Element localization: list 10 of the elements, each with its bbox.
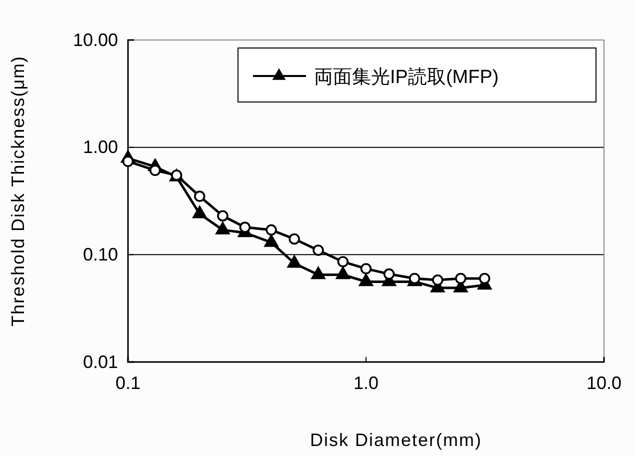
y-tick-label: 1.00 [82,137,118,158]
y-tick-label: 0.01 [82,352,118,372]
x-tick-label: 0.1 [115,372,141,393]
y-tick-label: 0.10 [82,244,118,264]
legend-label: 両面集光IP読取(MFP) [314,67,499,88]
x-tick-label: 10.0 [586,372,622,393]
x-tick-label: 1.0 [353,372,379,393]
y-tick-label: 10.00 [72,30,118,50]
x-axis-title: Disk Diameter(mm) [310,430,482,450]
y-axis-title: Threshold Disk Thickness(μm) [8,55,28,327]
